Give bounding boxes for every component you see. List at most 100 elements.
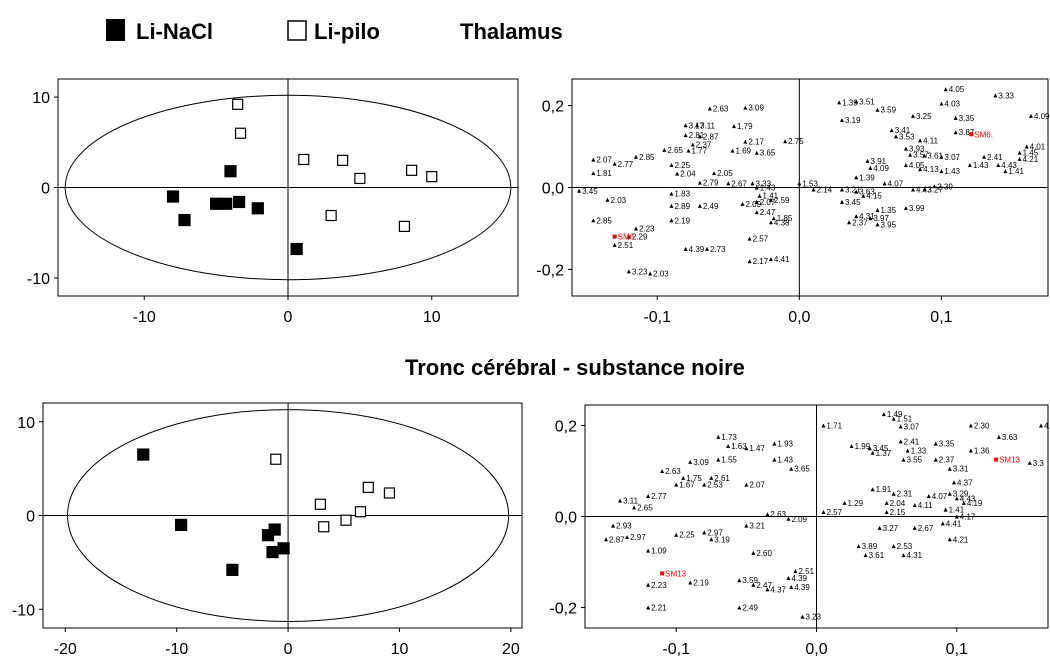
loading-point (674, 532, 679, 537)
scores-plot-thalamus: -10 0 10 10 0 -10 (27, 78, 519, 326)
section-title-tronc-cerebral: Tronc cérébral - substance noire (405, 355, 745, 380)
loading-label: 4.17 (960, 513, 976, 522)
legend-filled-square-icon (106, 19, 125, 41)
loading-point (932, 184, 937, 189)
loading-point (789, 585, 794, 590)
loading-label: 2.93 (616, 522, 632, 531)
loading-point (1028, 113, 1033, 118)
li-nacl-point (233, 195, 246, 209)
loading-label: 1.53 (802, 179, 818, 188)
x-tick-label: 20 (502, 641, 520, 658)
loading-label: 3.21 (749, 522, 765, 531)
x-tick-label: 0,0 (788, 309, 810, 326)
li-nacl-point (226, 563, 239, 576)
loading-label: 3.09 (748, 104, 764, 113)
loading-point (754, 185, 759, 190)
loading-point (618, 498, 623, 503)
loading-label: 4.09 (873, 164, 889, 173)
loading-label: 2.37 (696, 141, 712, 150)
loading-point (768, 197, 773, 202)
loading-label: 2.07 (760, 198, 776, 207)
loading-point (1024, 144, 1029, 149)
loading-label: 2.87 (703, 132, 719, 141)
loading-label: 3.23 (632, 267, 648, 276)
loading-label: 2.03 (653, 269, 669, 278)
loading-point (771, 216, 776, 221)
li-pilo-point (362, 481, 374, 493)
loading-point (968, 423, 973, 428)
loading-point (1017, 150, 1022, 155)
loading-point (681, 475, 686, 480)
loading-label: 3.07 (904, 422, 920, 431)
loading-label: 2.25 (674, 161, 690, 170)
highlight-label: SM13 (665, 569, 686, 578)
loading-label: 4.21 (1023, 155, 1039, 164)
loading-label: 2.53 (707, 481, 723, 490)
loading-point (750, 181, 755, 186)
loading-point (669, 218, 674, 223)
loading-label: 1.93 (777, 440, 793, 449)
loading-label: 4.41 (946, 519, 962, 528)
loading-label: 2.63 (713, 104, 729, 113)
loading-point (996, 434, 1001, 439)
loading-label: 2.63 (665, 467, 681, 476)
loading-label: 4.37 (957, 478, 973, 487)
loading-label: 1.71 (827, 421, 843, 430)
loading-point (839, 187, 844, 192)
loading-point (839, 199, 844, 204)
y-tick-label: 0,0 (555, 510, 577, 527)
loading-point (967, 162, 972, 167)
li-nacl-point (266, 545, 279, 559)
li-nacl-point (277, 542, 290, 555)
y-tick-label: 10 (17, 415, 35, 432)
loading-point (744, 446, 749, 451)
loading-point (903, 146, 908, 151)
loading-point (743, 105, 748, 110)
loading-point (856, 544, 861, 549)
loading-label: 3.61 (869, 551, 885, 560)
loading-label: 4.13 (923, 165, 939, 174)
loading-point (754, 210, 759, 215)
loading-point (633, 154, 638, 159)
loading-label: 4.41 (774, 255, 790, 264)
loading-point (786, 516, 791, 521)
loading-point (789, 466, 794, 471)
loading-point (754, 150, 759, 155)
loading-label: 2.49 (703, 202, 719, 211)
loading-label: 4.03 (944, 100, 960, 109)
loading-point (968, 448, 973, 453)
loading-point (891, 491, 896, 496)
x-tick-label: 0 (284, 641, 293, 658)
loading-label: 4.11 (918, 501, 934, 510)
loading-label: 4.19 (967, 499, 983, 508)
li-nacl-point (251, 202, 264, 215)
x-tick-label: -20 (54, 641, 77, 658)
loading-label: 2.47 (756, 581, 772, 590)
li-nacl-point (220, 197, 233, 210)
loading-label: 2.47 (760, 208, 776, 217)
loading-label: 3.11 (623, 497, 639, 506)
loading-point (821, 509, 826, 514)
loading-point (716, 434, 721, 439)
loading-point (891, 544, 896, 549)
loading-point (751, 550, 756, 555)
loading-label: 2.67 (731, 179, 747, 188)
loading-label: 1.39 (842, 98, 858, 107)
loading-label: 3.45 (873, 444, 889, 453)
loading-point (591, 157, 596, 162)
loading-point (768, 257, 773, 262)
loading-point (688, 459, 693, 464)
loading-point (709, 475, 714, 480)
loading-point (740, 201, 745, 206)
loading-point (648, 271, 653, 276)
loading-label: 2.53 (897, 542, 913, 551)
loading-point (695, 123, 700, 128)
loading-point (768, 220, 773, 225)
loading-label: 1.43 (760, 184, 776, 193)
loading-label: 3.3 (1033, 459, 1045, 468)
loading-point (669, 203, 674, 208)
loading-label: 2.04 (890, 499, 906, 508)
loading-point (908, 152, 913, 157)
loading-label: 2.85 (596, 216, 612, 225)
loading-point (702, 482, 707, 487)
